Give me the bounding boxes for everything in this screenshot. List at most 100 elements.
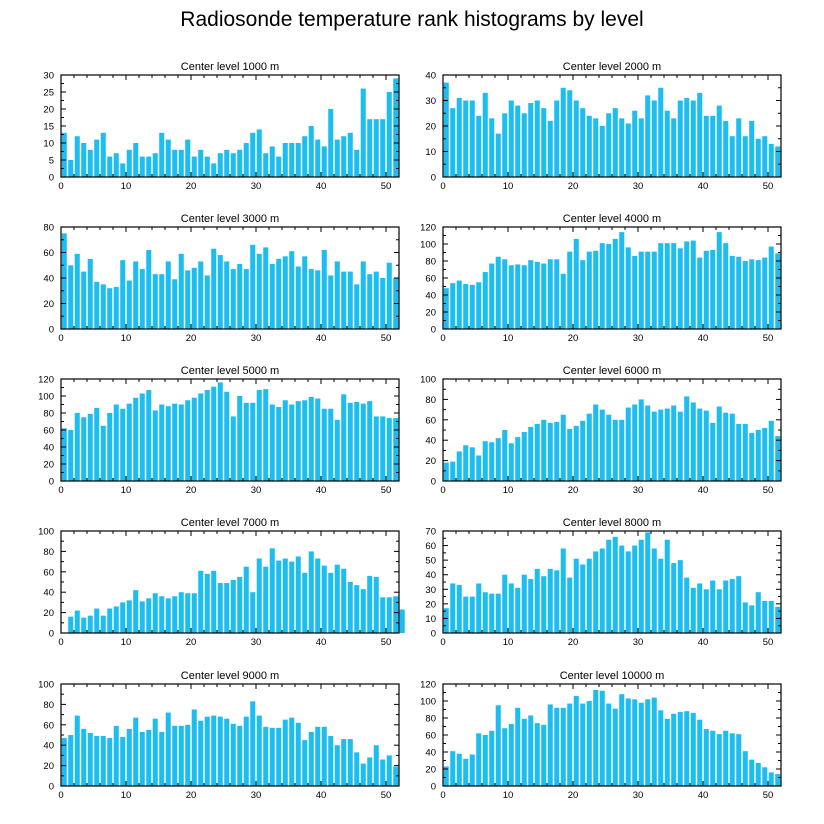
bar [146,249,152,329]
bar [373,745,379,786]
bar [690,402,696,481]
x-tick-label: 50 [381,790,392,801]
x-tick-label: 40 [316,637,327,648]
bar [100,615,106,633]
bar [593,404,599,481]
bar [573,425,579,481]
x-tick-label: 0 [440,637,445,648]
bar [528,260,534,329]
bar [341,271,347,329]
x-tick-label: 10 [121,333,132,344]
bar [762,257,768,329]
bar [360,261,366,329]
bar [217,716,223,786]
bar [341,394,347,481]
bar [237,396,243,481]
bar [456,753,462,786]
bar [263,153,269,177]
bar [690,100,696,177]
bar [191,593,197,633]
x-tick-label: 50 [381,637,392,648]
bar [152,153,158,177]
bar [671,405,677,481]
bar [165,712,171,786]
bar [755,260,761,329]
y-tick-label: 20 [43,761,54,772]
bar [399,609,405,633]
bar [541,108,547,177]
bar [573,695,579,786]
bar [263,247,269,329]
bar [198,149,204,177]
bar [684,577,690,633]
bar [521,265,527,329]
y-tick-label: 0 [49,173,54,184]
bar [768,246,774,329]
bar [742,261,748,329]
y-tick-label: 0 [431,173,436,184]
bar [456,584,462,633]
bar [742,423,748,481]
bar [684,97,690,177]
bar [87,732,93,786]
bar [360,88,366,177]
bar [113,153,119,177]
bar [625,698,631,786]
bar [560,414,566,481]
x-tick-label: 30 [251,790,262,801]
bar [528,715,534,786]
bar [328,736,334,786]
bar [347,739,353,786]
bar [321,146,327,177]
bar [347,582,353,633]
bar [677,560,683,633]
bar [185,724,191,786]
bar [68,430,74,481]
x-tick-label: 50 [763,485,774,496]
bar [94,407,100,481]
bar [482,92,488,177]
bar [567,90,573,177]
x-tick-label: 10 [121,790,132,801]
bar [742,602,748,633]
bar [606,414,612,481]
bar [133,717,139,786]
y-tick-label: 50 [425,556,436,567]
bar [224,391,230,481]
bar [489,593,495,633]
x-tick-label: 10 [121,637,132,648]
bar [295,722,301,786]
bar [139,156,145,177]
bar [599,548,605,633]
bar [664,539,670,633]
bar [521,432,527,481]
bar [360,403,366,481]
bar [334,745,340,786]
bar [308,126,314,177]
bar [113,404,119,481]
bar [469,754,475,786]
bar [243,716,249,786]
bar [658,710,664,786]
bar [172,596,178,633]
bar [211,715,217,786]
y-tick-label: 20 [43,105,54,116]
x-tick-label: 10 [503,790,514,801]
histogram-panel: Center level 7000 m 0 10 20 30 40 50 0 20 40 60 80 1… [38,517,405,648]
y-tick-label: 100 [420,240,436,251]
bar [367,757,373,786]
bar [315,270,321,329]
x-tick-label: 40 [316,485,327,496]
y-tick-label: 0 [49,477,54,488]
bar [528,103,534,177]
bar [443,288,449,329]
bar [482,735,488,786]
bar [386,597,392,633]
bar [476,282,482,329]
bar [638,702,644,786]
bar [113,606,119,633]
bar [94,736,100,786]
bar [113,286,119,329]
bar [495,133,501,177]
y-tick-label: 80 [43,223,54,234]
